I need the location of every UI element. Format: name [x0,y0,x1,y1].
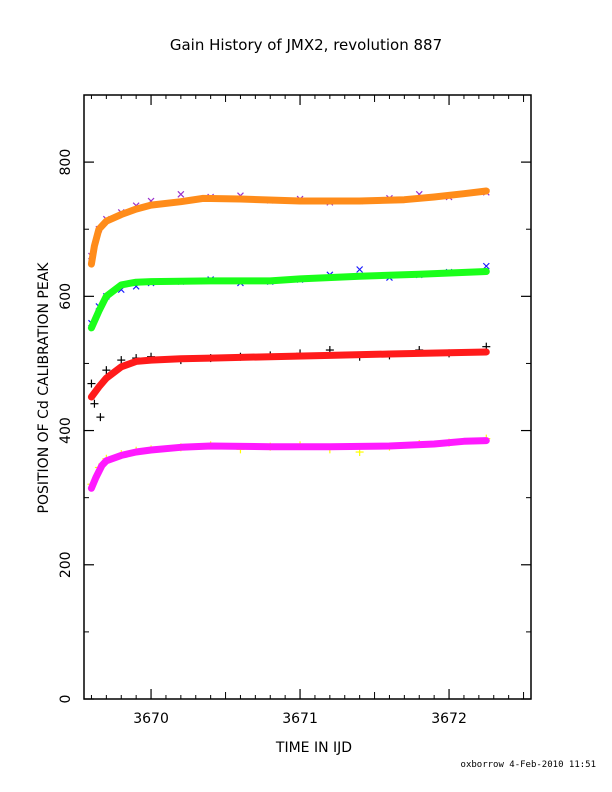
y-tick-label: 0 [58,695,74,704]
y-tick-label: 200 [58,551,74,578]
x-tick-label: 3670 [133,711,169,727]
marker-stroke [356,266,364,273]
plus-marker [87,379,96,388]
plus-marker [117,356,126,365]
fit-line [87,268,490,332]
y-tick-label: 600 [58,283,74,310]
marker-stroke [177,190,185,198]
y-tick-label: 400 [58,417,74,444]
cross-marker [177,190,185,198]
chart-title: Gain History of JMX2, revolution 887 [169,36,443,54]
fit-line [87,348,490,401]
cross-marker [356,266,364,273]
fit-line [87,437,490,492]
footer-stamp: oxborrow 4-Feb-2010 11:51 [460,760,596,770]
x-tick-label: 3672 [431,711,467,727]
fit-line [87,187,490,268]
plus-marker [96,413,105,422]
x-axis-label: TIME IN IJD [275,740,353,756]
y-tick-label: 800 [58,149,74,176]
x-tick-label: 3671 [282,711,318,727]
plus-marker [102,366,111,375]
plus-marker [90,399,99,408]
y-axis-label: POSITION OF Cd CALIBRATION PEAK [36,262,52,514]
plot-frame [83,94,532,700]
